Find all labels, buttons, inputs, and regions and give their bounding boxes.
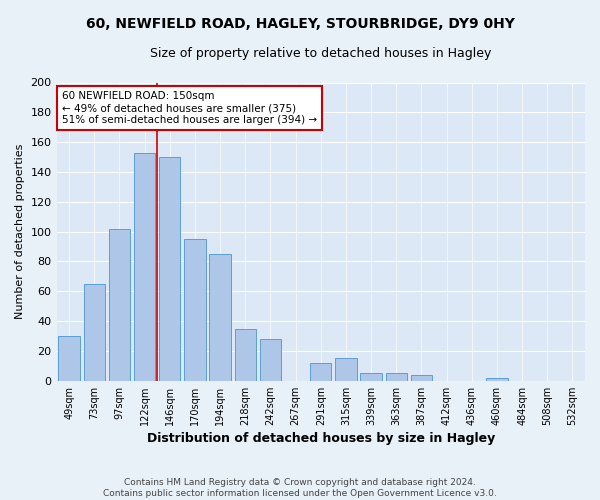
Bar — [83, 284, 105, 381]
Bar — [58, 336, 80, 381]
Bar — [361, 374, 382, 381]
Y-axis label: Number of detached properties: Number of detached properties — [15, 144, 25, 320]
Bar — [134, 152, 155, 381]
Bar — [184, 239, 206, 381]
Bar — [335, 358, 356, 381]
Title: Size of property relative to detached houses in Hagley: Size of property relative to detached ho… — [150, 48, 491, 60]
Bar — [486, 378, 508, 381]
Bar — [310, 363, 331, 381]
X-axis label: Distribution of detached houses by size in Hagley: Distribution of detached houses by size … — [146, 432, 495, 445]
Bar — [109, 228, 130, 381]
Text: 60 NEWFIELD ROAD: 150sqm
← 49% of detached houses are smaller (375)
51% of semi-: 60 NEWFIELD ROAD: 150sqm ← 49% of detach… — [62, 92, 317, 124]
Text: Contains HM Land Registry data © Crown copyright and database right 2024.
Contai: Contains HM Land Registry data © Crown c… — [103, 478, 497, 498]
Bar — [159, 157, 181, 381]
Text: 60, NEWFIELD ROAD, HAGLEY, STOURBRIDGE, DY9 0HY: 60, NEWFIELD ROAD, HAGLEY, STOURBRIDGE, … — [86, 18, 514, 32]
Bar — [386, 374, 407, 381]
Bar — [260, 339, 281, 381]
Bar — [209, 254, 231, 381]
Bar — [411, 375, 432, 381]
Bar — [235, 328, 256, 381]
